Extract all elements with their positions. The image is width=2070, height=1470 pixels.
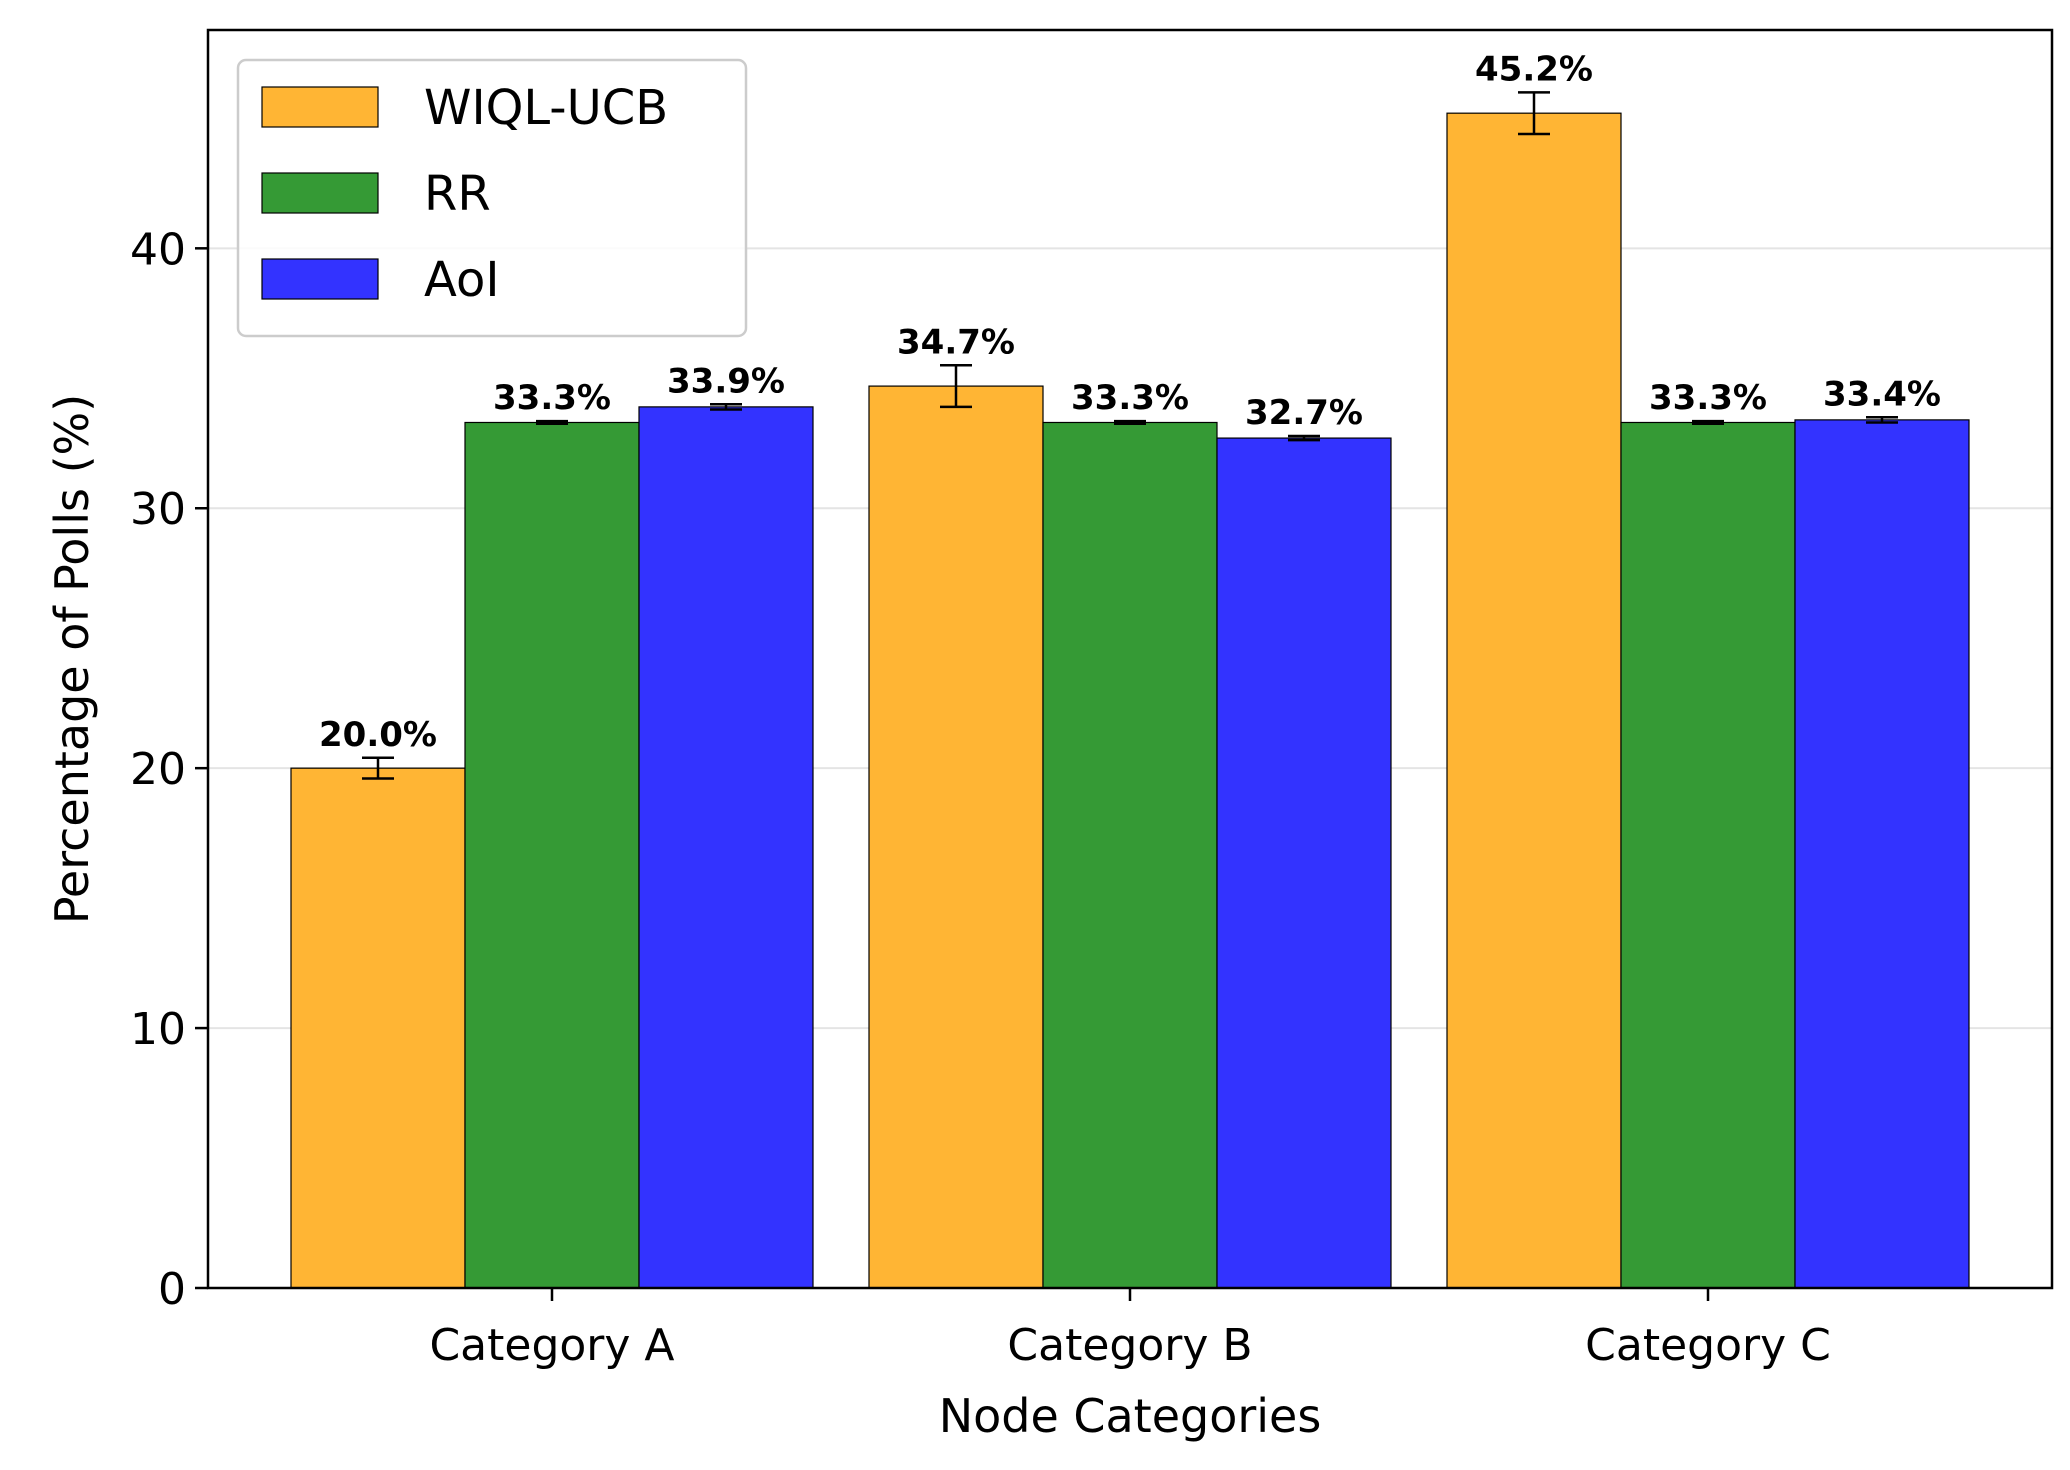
bar [1216, 437, 1392, 1289]
x-axis-ticks: Category A Category B Category C [429, 1288, 1831, 1371]
bars [290, 112, 1970, 1289]
legend: WIQL-UCB RR AoI [236, 58, 748, 338]
legend-swatch [261, 86, 379, 128]
legend-label: WIQL-UCB [424, 80, 668, 136]
data-label: 34.7% [897, 322, 1015, 362]
data-label: 33.3% [1071, 378, 1189, 418]
x-axis-label: Node Categories [939, 1389, 1322, 1443]
bar [1794, 419, 1970, 1289]
y-tick-label: 0 [158, 1264, 186, 1315]
y-axis-ticks: 0 10 20 30 40 [130, 224, 208, 1315]
data-label: 33.3% [493, 378, 611, 418]
data-label: 20.0% [319, 715, 437, 755]
legend-swatch [261, 172, 379, 214]
bar [464, 421, 640, 1289]
bar [1446, 112, 1622, 1289]
data-label: 32.7% [1245, 393, 1363, 433]
bar [1042, 421, 1218, 1289]
x-tick-label: Category B [1007, 1320, 1252, 1371]
legend-swatch [261, 258, 379, 300]
x-tick-label: Category A [429, 1320, 674, 1371]
data-label: 45.2% [1475, 49, 1593, 89]
x-tick-label: Category C [1585, 1320, 1831, 1371]
y-tick-label: 40 [130, 224, 186, 275]
data-label: 33.4% [1823, 374, 1941, 414]
data-label: 33.9% [667, 361, 785, 401]
error-bars [362, 91, 1898, 780]
bar [868, 385, 1044, 1289]
data-label: 33.3% [1649, 378, 1767, 418]
y-axis-label: Percentage of Polls (%) [45, 394, 99, 924]
y-tick-label: 30 [130, 484, 186, 535]
y-tick-label: 10 [130, 1004, 186, 1055]
data-labels: 20.0% 33.3% 33.9% 34.7% 33.3% 32.7% 45.2% 33.3%… [319, 49, 1941, 754]
y-tick-label: 20 [130, 744, 186, 795]
bar [1620, 421, 1796, 1289]
bar [290, 767, 466, 1289]
legend-label: RR [424, 166, 491, 222]
legend-label: AoI [424, 252, 500, 308]
bar [638, 406, 814, 1289]
